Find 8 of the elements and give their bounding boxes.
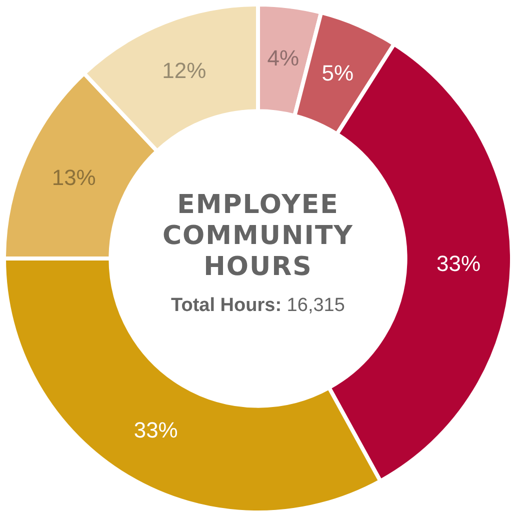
data-label: 33% [436, 250, 481, 276]
text: EMPLOYEE COMMUNITY HOURS [161, 190, 355, 283]
data-label: 12% [162, 58, 206, 83]
text: Total Hours: 16,315 [170, 295, 346, 317]
data-label: 5% [322, 60, 354, 86]
data-label: 13% [52, 164, 96, 190]
data-label: 4% [267, 45, 300, 70]
data-label: 33% [134, 417, 178, 442]
